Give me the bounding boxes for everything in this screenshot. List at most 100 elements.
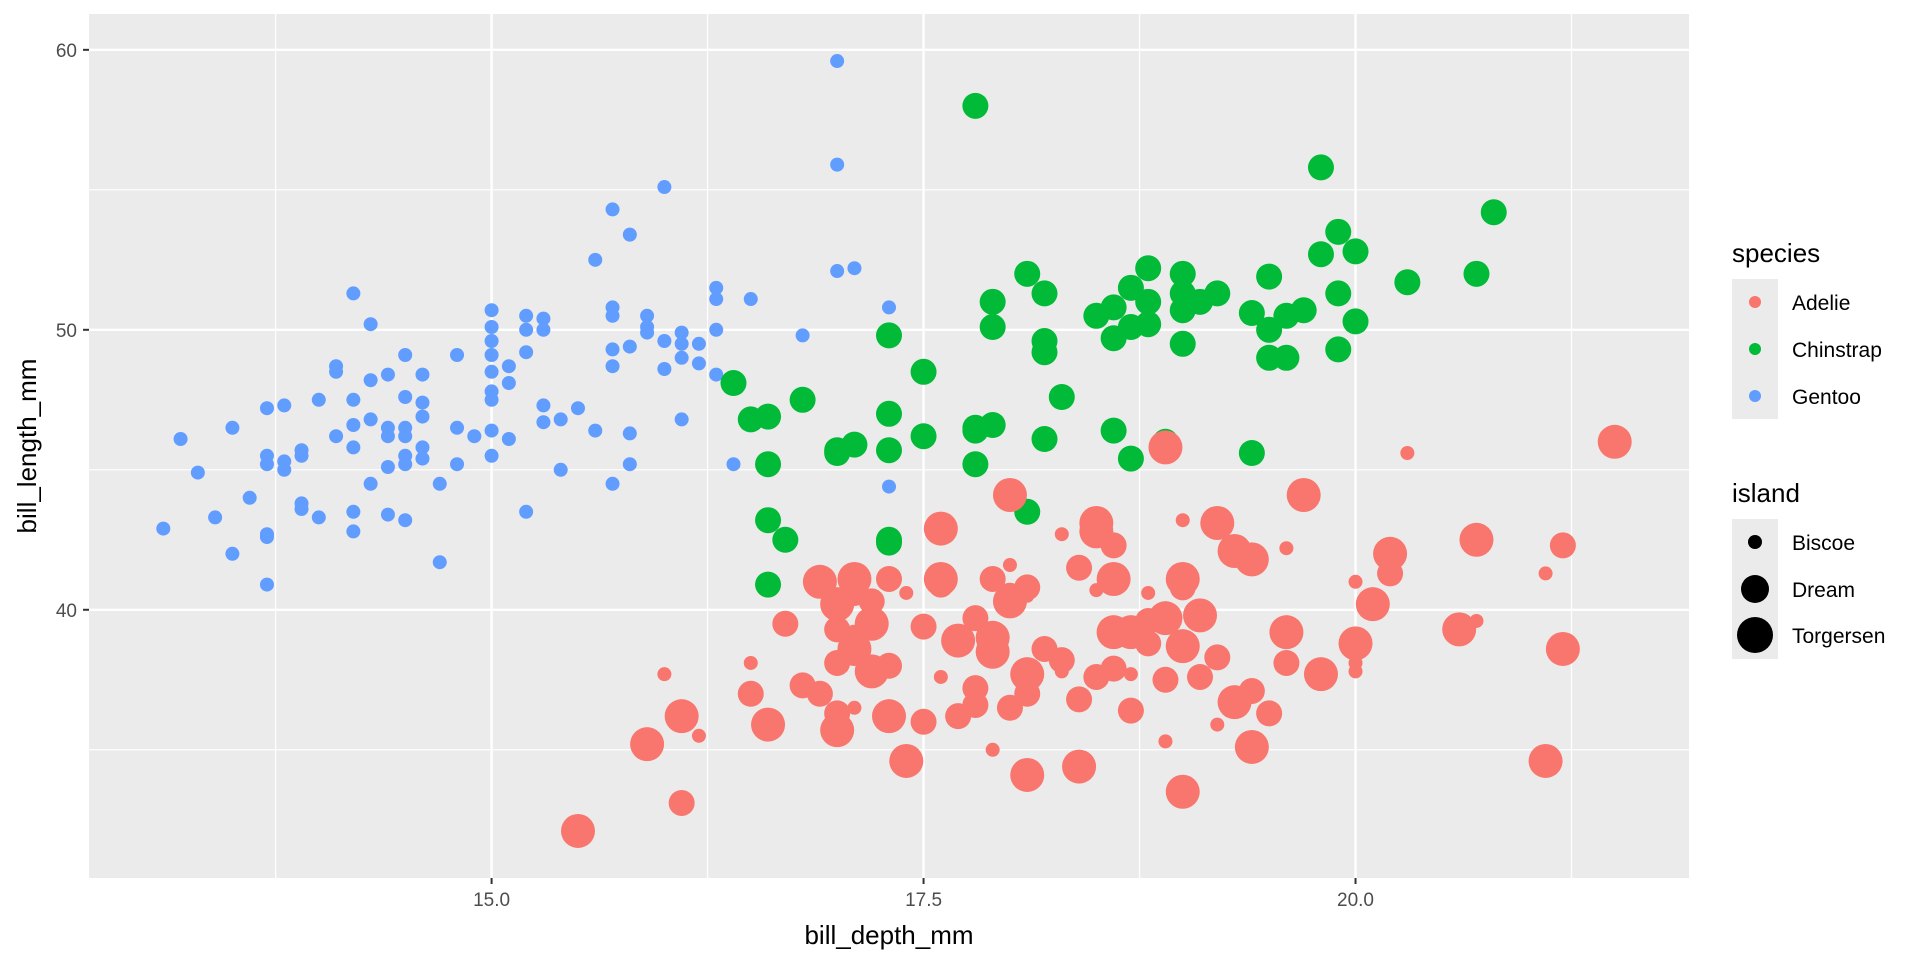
point-gentoo-biscoe xyxy=(415,395,430,410)
point-adelie-torgersen xyxy=(1183,598,1218,633)
point-adelie-torgersen xyxy=(560,813,595,848)
point-adelie-dream xyxy=(1256,700,1283,727)
point-gentoo-biscoe xyxy=(691,336,706,351)
legend-key-torgersen xyxy=(1737,617,1773,653)
point-gentoo-biscoe xyxy=(709,280,724,295)
point-chinstrap-dream xyxy=(1273,344,1300,371)
y-tick-label: 50 xyxy=(56,321,77,342)
point-adelie-biscoe xyxy=(657,667,672,682)
point-chinstrap-dream xyxy=(1117,445,1144,472)
point-chinstrap-dream xyxy=(720,370,747,397)
point-gentoo-biscoe xyxy=(225,546,240,561)
point-gentoo-biscoe xyxy=(415,451,430,466)
point-gentoo-biscoe xyxy=(622,426,637,441)
point-gentoo-biscoe xyxy=(398,457,413,472)
point-chinstrap-dream xyxy=(1238,439,1265,466)
point-gentoo-biscoe xyxy=(277,454,292,469)
point-chinstrap-dream xyxy=(755,571,782,598)
point-adelie-torgersen xyxy=(941,623,976,658)
point-chinstrap-dream xyxy=(1480,199,1507,226)
point-adelie-torgersen xyxy=(1165,774,1200,809)
point-chinstrap-dream xyxy=(755,507,782,534)
point-chinstrap-dream xyxy=(910,423,937,450)
point-gentoo-biscoe xyxy=(450,420,465,435)
point-adelie-dream xyxy=(962,605,989,632)
species-legend: species Adelie Chinstrap Gentoo xyxy=(1732,238,1882,419)
point-gentoo-biscoe xyxy=(519,504,534,519)
grid-lines xyxy=(89,14,1689,878)
point-gentoo-biscoe xyxy=(311,392,326,407)
point-adelie-dream xyxy=(962,675,989,702)
point-gentoo-biscoe xyxy=(346,504,361,519)
point-adelie-dream xyxy=(668,789,695,816)
point-chinstrap-dream xyxy=(979,314,1006,341)
point-chinstrap-dream xyxy=(755,451,782,478)
point-gentoo-biscoe xyxy=(657,362,672,377)
point-gentoo-biscoe xyxy=(294,443,309,458)
point-adelie-biscoe xyxy=(743,655,758,670)
legend-label-torgersen: Torgersen xyxy=(1792,625,1885,648)
point-adelie-biscoe xyxy=(1538,566,1553,581)
point-adelie-dream xyxy=(910,613,937,640)
point-gentoo-biscoe xyxy=(622,227,637,242)
point-gentoo-biscoe xyxy=(329,429,344,444)
point-adelie-biscoe xyxy=(1279,541,1294,556)
point-gentoo-biscoe xyxy=(640,308,655,323)
point-adelie-torgersen xyxy=(1597,424,1632,459)
y-tick-label: 60 xyxy=(56,41,77,62)
legend-key-dream xyxy=(1741,575,1769,603)
legend-key-gentoo xyxy=(1749,390,1761,402)
point-adelie-torgersen xyxy=(872,699,906,734)
legend-key-chinstrap xyxy=(1749,343,1761,355)
point-chinstrap-dream xyxy=(1100,417,1127,444)
point-chinstrap-dream xyxy=(1342,308,1369,335)
point-gentoo-biscoe xyxy=(346,286,361,301)
point-adelie-biscoe xyxy=(1020,588,1035,603)
point-adelie-dream xyxy=(876,565,902,592)
point-chinstrap-dream xyxy=(1031,339,1058,366)
point-adelie-biscoe xyxy=(985,742,1000,757)
point-adelie-torgersen xyxy=(1234,729,1269,764)
point-gentoo-biscoe xyxy=(691,356,706,371)
point-adelie-dream xyxy=(1238,677,1265,704)
point-gentoo-biscoe xyxy=(225,420,240,435)
legend-label-adelie: Adelie xyxy=(1792,292,1850,315)
point-adelie-torgersen xyxy=(992,477,1027,512)
point-chinstrap-dream xyxy=(1238,300,1265,327)
point-gentoo-biscoe xyxy=(415,409,430,424)
point-gentoo-biscoe xyxy=(432,555,447,570)
point-gentoo-biscoe xyxy=(501,359,516,374)
point-adelie-torgersen xyxy=(1286,477,1321,512)
point-adelie-torgersen xyxy=(1096,561,1131,596)
point-gentoo-biscoe xyxy=(882,300,896,315)
point-gentoo-biscoe xyxy=(484,334,499,349)
point-gentoo-biscoe xyxy=(536,311,551,326)
point-adelie-dream xyxy=(1031,635,1058,662)
point-gentoo-biscoe xyxy=(847,261,862,276)
point-adelie-dream xyxy=(927,571,954,598)
point-adelie-dream xyxy=(876,652,902,679)
point-adelie-dream xyxy=(1100,655,1127,682)
point-chinstrap-dream xyxy=(755,403,782,430)
point-gentoo-biscoe xyxy=(726,457,741,472)
point-adelie-torgersen xyxy=(664,699,699,734)
point-gentoo-biscoe xyxy=(259,577,274,592)
point-adelie-torgersen xyxy=(889,743,924,778)
point-gentoo-biscoe xyxy=(208,510,223,525)
point-adelie-dream xyxy=(1273,649,1300,676)
point-chinstrap-dream xyxy=(876,322,902,349)
point-gentoo-biscoe xyxy=(484,423,499,438)
point-gentoo-biscoe xyxy=(415,440,430,455)
point-adelie-torgersen xyxy=(1269,615,1304,650)
point-adelie-torgersen xyxy=(1355,587,1390,622)
point-gentoo-biscoe xyxy=(553,462,568,477)
point-gentoo-biscoe xyxy=(709,322,724,337)
point-chinstrap-dream xyxy=(1307,154,1334,181)
point-adelie-biscoe xyxy=(847,700,862,715)
point-gentoo-biscoe xyxy=(674,412,689,427)
point-adelie-dream xyxy=(1014,680,1041,707)
point-gentoo-biscoe xyxy=(363,412,378,427)
point-adelie-dream xyxy=(910,708,937,735)
y-tick-label: 40 xyxy=(56,601,77,622)
